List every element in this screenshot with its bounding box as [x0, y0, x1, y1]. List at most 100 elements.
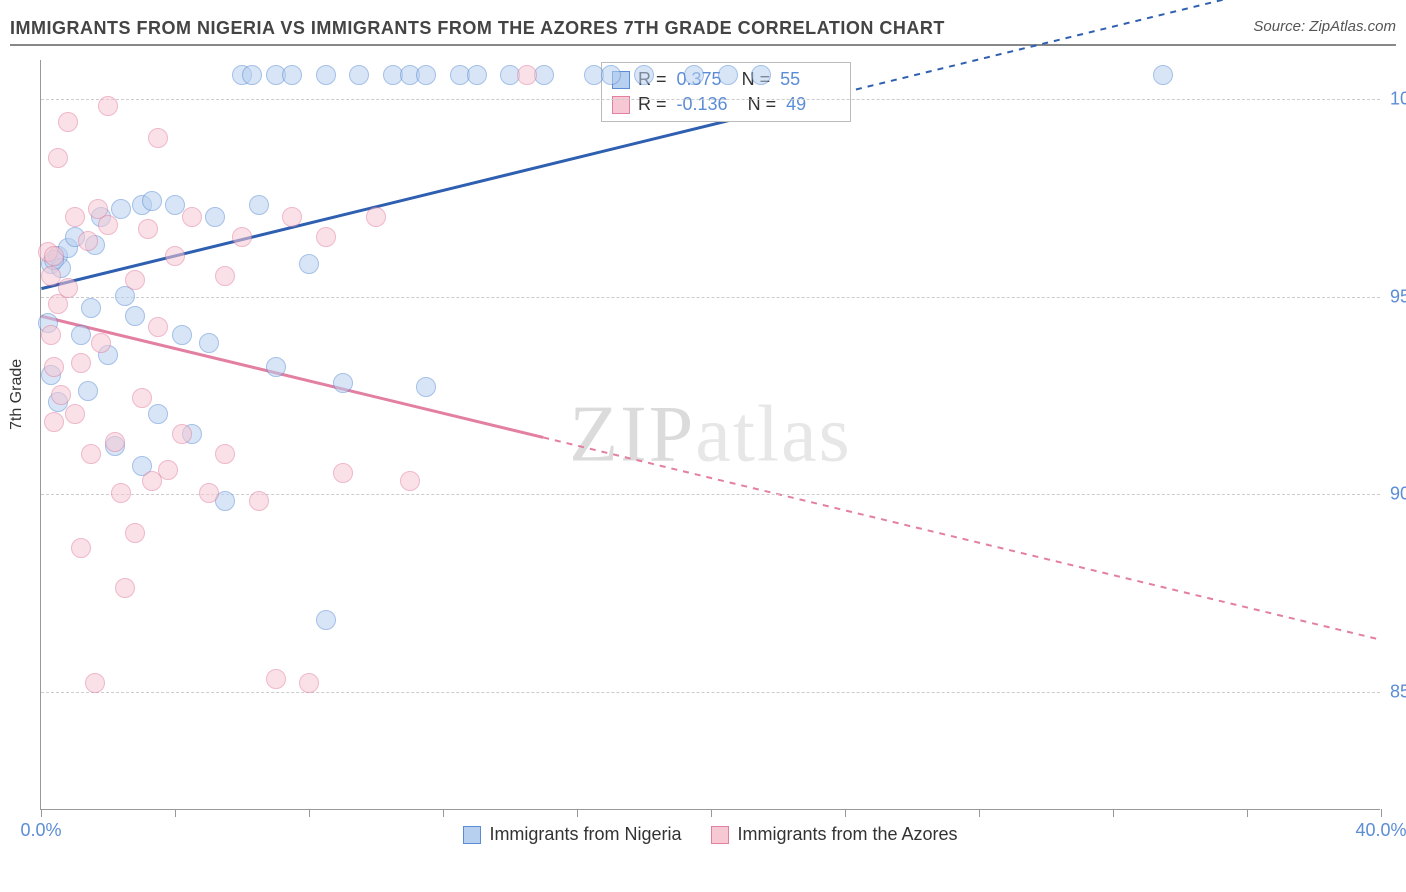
legend-item-nigeria: Immigrants from Nigeria [463, 824, 681, 845]
r-label: R = [638, 94, 667, 115]
data-point-azores [71, 538, 91, 558]
data-point-nigeria [242, 65, 262, 85]
x-tick [41, 809, 42, 817]
data-point-azores [132, 388, 152, 408]
stats-row-azores: R = -0.136 N = 49 [602, 92, 850, 117]
chart-title: IMMIGRANTS FROM NIGERIA VS IMMIGRANTS FR… [10, 18, 945, 39]
data-point-azores [232, 227, 252, 247]
x-tick [577, 809, 578, 817]
x-tick [845, 809, 846, 817]
data-point-azores [215, 444, 235, 464]
data-point-azores [85, 673, 105, 693]
data-point-nigeria [333, 373, 353, 393]
data-point-azores [78, 231, 98, 251]
data-point-nigeria [684, 65, 704, 85]
n-label: N = [748, 94, 777, 115]
data-point-nigeria [266, 357, 286, 377]
n-value: 49 [786, 94, 806, 115]
data-point-azores [111, 483, 131, 503]
trendline-azores-dashed [543, 437, 1379, 639]
data-point-nigeria [467, 65, 487, 85]
legend-item-azores: Immigrants from the Azores [711, 824, 957, 845]
data-point-azores [125, 270, 145, 290]
data-point-azores [51, 385, 71, 405]
data-point-azores [249, 491, 269, 511]
data-point-azores [517, 65, 537, 85]
y-tick-label: 100.0% [1390, 89, 1406, 110]
data-point-azores [115, 578, 135, 598]
data-point-nigeria [718, 65, 738, 85]
data-point-azores [142, 471, 162, 491]
x-tick [711, 809, 712, 817]
data-point-nigeria [71, 325, 91, 345]
data-point-nigeria [125, 306, 145, 326]
data-point-azores [158, 460, 178, 480]
data-point-nigeria [1153, 65, 1173, 85]
x-tick-label: 0.0% [20, 820, 61, 841]
data-point-azores [71, 353, 91, 373]
swatch-azores [612, 96, 630, 114]
data-point-azores [182, 207, 202, 227]
x-tick [1247, 809, 1248, 817]
scatter-plot: ZIPatlas R =0.375N =55R =-0.136N =49 Imm… [40, 60, 1380, 810]
source-text: Source: ZipAtlas.com [1253, 18, 1396, 35]
data-point-nigeria [199, 333, 219, 353]
y-tick-label: 95.0% [1390, 286, 1406, 307]
data-point-azores [199, 483, 219, 503]
data-point-nigeria [249, 195, 269, 215]
r-value: -0.136 [677, 94, 728, 115]
y-axis-label: 7th Grade [8, 359, 26, 430]
header-bar: IMMIGRANTS FROM NIGERIA VS IMMIGRANTS FR… [10, 18, 1396, 46]
data-point-nigeria [111, 199, 131, 219]
data-point-azores [125, 523, 145, 543]
data-point-nigeria [416, 377, 436, 397]
data-point-azores [148, 317, 168, 337]
x-tick [979, 809, 980, 817]
data-point-azores [44, 412, 64, 432]
data-point-azores [44, 246, 64, 266]
data-point-nigeria [78, 381, 98, 401]
data-point-nigeria [148, 404, 168, 424]
data-point-azores [138, 219, 158, 239]
legend-label: Immigrants from the Azores [737, 824, 957, 845]
data-point-azores [65, 207, 85, 227]
data-point-azores [316, 227, 336, 247]
data-point-azores [98, 96, 118, 116]
data-point-nigeria [416, 65, 436, 85]
watermark: ZIPatlas [569, 389, 852, 480]
data-point-azores [105, 432, 125, 452]
data-point-nigeria [316, 610, 336, 630]
legend: Immigrants from Nigeria Immigrants from t… [41, 824, 1380, 845]
gridline [41, 297, 1380, 298]
data-point-nigeria [205, 207, 225, 227]
data-point-azores [58, 278, 78, 298]
data-point-azores [98, 215, 118, 235]
trendline-azores [41, 316, 543, 437]
data-point-nigeria [349, 65, 369, 85]
swatch-nigeria [463, 826, 481, 844]
data-point-nigeria [316, 65, 336, 85]
data-point-azores [400, 471, 420, 491]
data-point-azores [48, 148, 68, 168]
data-point-nigeria [299, 254, 319, 274]
x-tick [175, 809, 176, 817]
trend-lines [41, 60, 1380, 809]
data-point-nigeria [172, 325, 192, 345]
gridline [41, 494, 1380, 495]
y-tick-label: 85.0% [1390, 681, 1406, 702]
data-point-azores [333, 463, 353, 483]
n-value: 55 [780, 69, 800, 90]
x-tick [309, 809, 310, 817]
data-point-azores [282, 207, 302, 227]
data-point-azores [299, 673, 319, 693]
data-point-azores [266, 669, 286, 689]
data-point-nigeria [634, 65, 654, 85]
gridline [41, 692, 1380, 693]
swatch-azores [711, 826, 729, 844]
x-tick [1113, 809, 1114, 817]
data-point-nigeria [81, 298, 101, 318]
trendline-nigeria-dashed [844, 0, 1379, 92]
data-point-azores [44, 357, 64, 377]
data-point-nigeria [142, 191, 162, 211]
data-point-azores [91, 333, 111, 353]
